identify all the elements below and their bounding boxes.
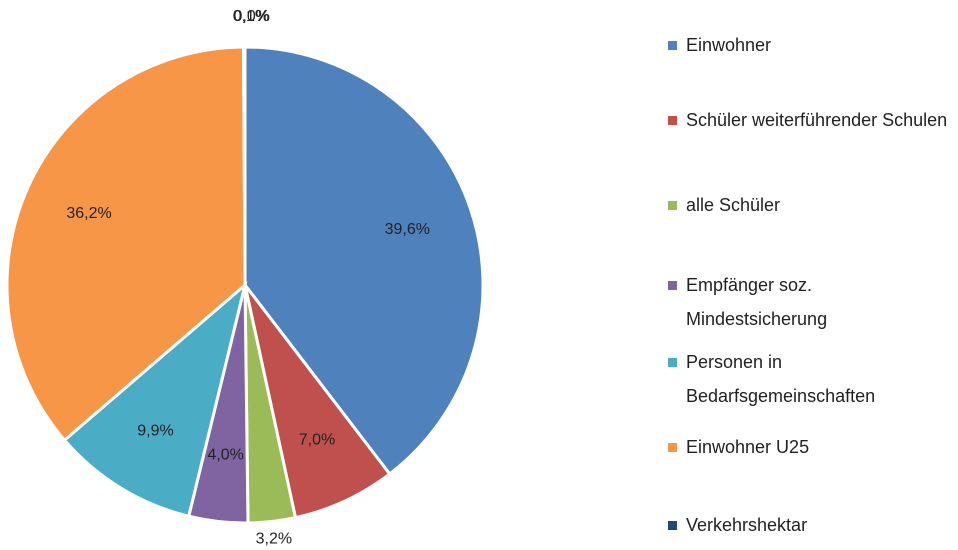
legend-entry: Verkehrshektar [668,508,953,542]
pie-slice [243,284,392,520]
chart: 39,6% 7,0% 3,2% 4,0% 9,9% 36,2% 0,1%0,0% [5,8,485,548]
legend-label: Personen in Bedarfsgemeinschaften [686,352,876,406]
legend-entry: alle Schüler [668,188,953,222]
data-label: 9,9% [137,422,173,439]
legend-label: Einwohner U25 [686,437,810,457]
legend-swatch [668,116,677,125]
legend-label: alle Schüler [686,195,781,215]
legend-entry: Empfänger soz. Mindestsicherung [668,268,953,336]
legend-swatch [668,521,677,530]
legend-swatch [668,41,677,50]
pie-slice [62,280,248,519]
legend-label: Einwohner [686,35,772,55]
legend-swatch [668,201,677,210]
legend-label: Schüler weiterführender Schulen [686,110,948,130]
legend-swatch [668,281,677,290]
legend-entry: Einwohner U25 [668,430,953,464]
pie-slice [5,45,247,443]
legend-entry: Personen in Bedarfsgemeinschaften [668,345,953,413]
data-label: 0,1% [233,8,269,25]
data-label: 3,2% [256,531,292,548]
data-label: 39,6% [385,221,430,238]
legend-label: Verkehrshektar [686,515,808,535]
data-label: 36,2% [66,205,111,222]
legend-entry: Schüler weiterführender Schulen [668,103,953,137]
legend: Einwohner Schüler weiterführender Schulen… [668,0,958,550]
pie-slice [243,45,485,477]
legend-entry: Einwohner [668,28,953,62]
data-label: 4,0% [207,446,243,463]
legend-label: Empfänger soz. Mindestsicherung [686,275,828,329]
data-label: 0,0% [234,8,270,25]
data-label: 7,0% [299,432,335,449]
legend-swatch [668,443,677,452]
legend-swatch [668,358,677,367]
